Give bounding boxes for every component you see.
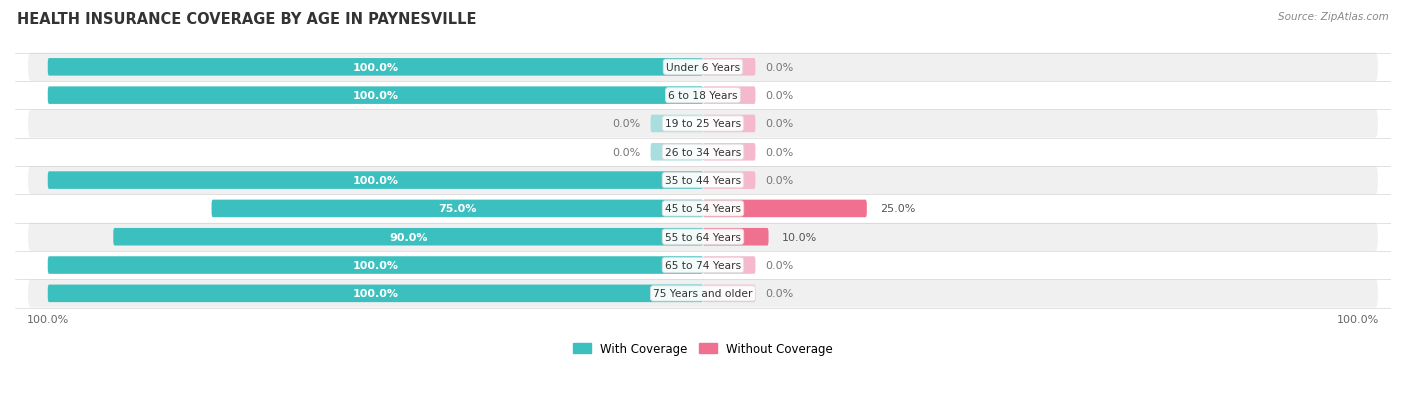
FancyBboxPatch shape [28,223,1378,251]
FancyBboxPatch shape [28,195,1378,223]
FancyBboxPatch shape [48,285,703,302]
Text: 0.0%: 0.0% [765,289,793,299]
FancyBboxPatch shape [651,115,703,133]
Text: 0.0%: 0.0% [765,91,793,101]
FancyBboxPatch shape [48,172,703,190]
Text: 10.0%: 10.0% [782,232,817,242]
Text: 100.0%: 100.0% [353,289,398,299]
Text: 45 to 54 Years: 45 to 54 Years [665,204,741,214]
Legend: With Coverage, Without Coverage: With Coverage, Without Coverage [568,337,838,360]
FancyBboxPatch shape [211,200,703,218]
FancyBboxPatch shape [703,200,868,218]
FancyBboxPatch shape [28,138,1378,166]
Text: 35 to 44 Years: 35 to 44 Years [665,176,741,186]
FancyBboxPatch shape [48,59,703,76]
Text: 0.0%: 0.0% [765,119,793,129]
Text: 0.0%: 0.0% [613,147,641,157]
FancyBboxPatch shape [28,110,1378,138]
Text: 65 to 74 Years: 65 to 74 Years [665,261,741,271]
FancyBboxPatch shape [703,256,755,274]
FancyBboxPatch shape [703,228,769,246]
Text: 100.0%: 100.0% [353,261,398,271]
FancyBboxPatch shape [703,144,755,161]
FancyBboxPatch shape [703,172,755,190]
Text: 25.0%: 25.0% [880,204,915,214]
Text: 0.0%: 0.0% [613,119,641,129]
Text: 19 to 25 Years: 19 to 25 Years [665,119,741,129]
FancyBboxPatch shape [651,144,703,161]
Text: 0.0%: 0.0% [765,261,793,271]
Text: 75 Years and older: 75 Years and older [654,289,752,299]
Text: 90.0%: 90.0% [389,232,427,242]
Text: 0.0%: 0.0% [765,147,793,157]
FancyBboxPatch shape [28,82,1378,110]
FancyBboxPatch shape [703,59,755,76]
Text: HEALTH INSURANCE COVERAGE BY AGE IN PAYNESVILLE: HEALTH INSURANCE COVERAGE BY AGE IN PAYN… [17,12,477,27]
Text: 75.0%: 75.0% [439,204,477,214]
Text: 0.0%: 0.0% [765,176,793,186]
Text: 6 to 18 Years: 6 to 18 Years [668,91,738,101]
Text: Under 6 Years: Under 6 Years [666,63,740,73]
Text: 26 to 34 Years: 26 to 34 Years [665,147,741,157]
Text: 100.0%: 100.0% [353,91,398,101]
FancyBboxPatch shape [28,251,1378,280]
Text: 0.0%: 0.0% [765,63,793,73]
FancyBboxPatch shape [703,87,755,104]
FancyBboxPatch shape [703,285,755,302]
FancyBboxPatch shape [48,87,703,104]
FancyBboxPatch shape [114,228,703,246]
Text: 55 to 64 Years: 55 to 64 Years [665,232,741,242]
FancyBboxPatch shape [28,166,1378,195]
Text: 100.0%: 100.0% [353,63,398,73]
FancyBboxPatch shape [28,280,1378,308]
FancyBboxPatch shape [48,256,703,274]
FancyBboxPatch shape [703,115,755,133]
Text: 100.0%: 100.0% [353,176,398,186]
FancyBboxPatch shape [28,54,1378,82]
Text: Source: ZipAtlas.com: Source: ZipAtlas.com [1278,12,1389,22]
